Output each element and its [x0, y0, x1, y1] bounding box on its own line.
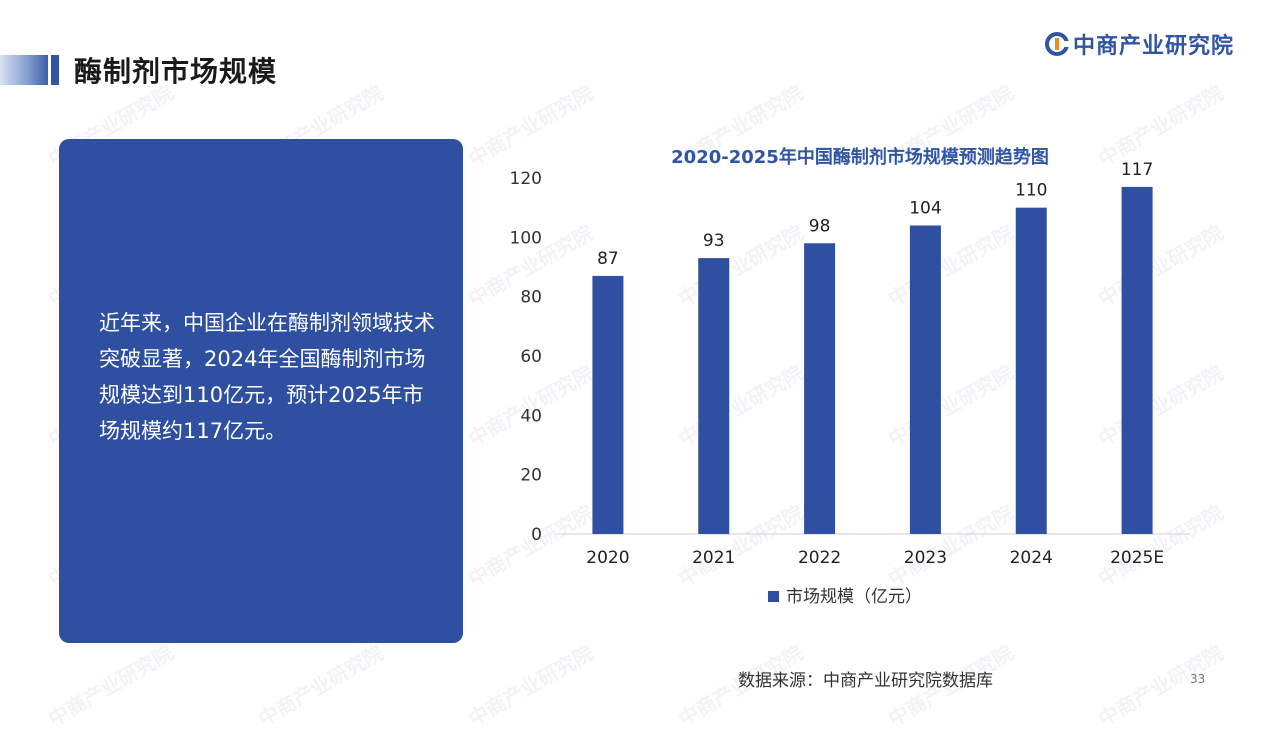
page-number: 33 — [1190, 672, 1206, 686]
y-tick-label: 100 — [510, 228, 542, 248]
brand-name: 中商产业研究院 — [1073, 34, 1235, 59]
bars — [592, 186, 1153, 534]
chart-title: 2020-2025年中国酶制剂市场规模预测趋势图 — [671, 146, 1049, 168]
x-axis-ticks: 2020 2021 2022 2023 2024 2025E — [586, 548, 1164, 568]
bar — [804, 243, 836, 534]
y-tick-label: 20 — [520, 466, 542, 486]
x-tick-label: 2025E — [1110, 548, 1164, 568]
bar — [1015, 207, 1047, 534]
watermark: 中商产业研究院 — [254, 640, 388, 732]
bar-chart: 2020-2025年中国酶制剂市场规模预测趋势图 0 20 40 60 80 100 120… — [510, 146, 1190, 607]
watermark: 中商产业研究院 — [464, 640, 598, 732]
data-label: 104 — [909, 198, 941, 218]
y-tick-label: 60 — [520, 347, 542, 367]
y-tick-label: 0 — [531, 525, 542, 545]
y-tick-label: 40 — [520, 406, 542, 426]
x-tick-label: 2024 — [1010, 548, 1053, 568]
data-label: 110 — [1015, 181, 1047, 201]
title-accent-bar — [51, 55, 59, 85]
summary-card: 近年来，中国企业在酶制剂领域技术突破显著，2024年全国酶制剂市场规模达到110… — [59, 139, 463, 643]
bar — [909, 225, 941, 534]
x-tick-label: 2021 — [692, 548, 735, 568]
x-tick-label: 2022 — [798, 548, 841, 568]
legend: 市场规模（亿元） — [768, 587, 922, 607]
title-accent-gradient — [0, 55, 48, 85]
data-label: 117 — [1121, 160, 1153, 180]
watermark: 中商产业研究院 — [1094, 640, 1228, 732]
legend-label: 市场规模（亿元） — [786, 587, 922, 607]
legend-swatch — [768, 591, 779, 602]
x-tick-label: 2020 — [586, 548, 629, 568]
bar — [698, 258, 730, 534]
bar — [1121, 186, 1153, 534]
x-tick-label: 2023 — [904, 548, 947, 568]
data-label: 93 — [703, 231, 725, 251]
y-tick-label: 80 — [520, 288, 542, 308]
data-label: 98 — [809, 216, 831, 236]
data-labels: 87 93 98 104 110 117 — [597, 160, 1153, 269]
page-title: 酶制剂市场规模 — [74, 55, 278, 88]
summary-text: 近年来，中国企业在酶制剂领域技术突破显著，2024年全国酶制剂市场规模达到110… — [99, 311, 435, 443]
data-label: 87 — [597, 249, 619, 269]
y-axis-ticks: 0 20 40 60 80 100 120 — [510, 169, 542, 545]
data-source: 数据来源：中商产业研究院数据库 — [738, 671, 993, 691]
bar — [592, 275, 624, 534]
brand-logo-icon — [1045, 32, 1069, 56]
watermark: 中商产业研究院 — [44, 640, 178, 732]
y-tick-label: 120 — [510, 169, 542, 189]
brand-logo: 中商产业研究院 — [1045, 28, 1234, 60]
